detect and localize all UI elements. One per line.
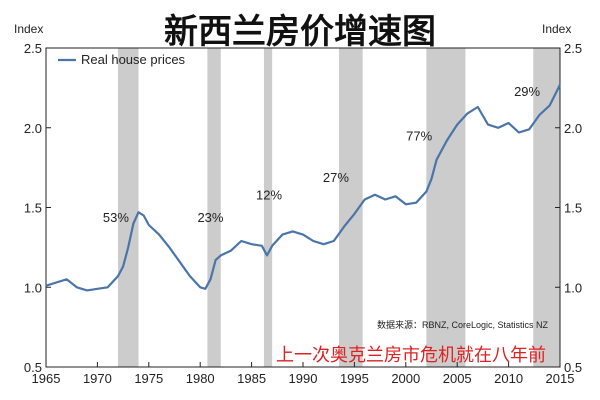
annotation-label: 23%	[197, 210, 223, 225]
shaded-band	[207, 48, 221, 367]
x-tick-label: 2000	[391, 371, 420, 386]
chart-title: 新西兰房价增速图	[164, 12, 436, 52]
x-tick-label: 1980	[186, 371, 215, 386]
y-axis-title-right: Index	[542, 22, 572, 36]
annotation-label: 29%	[514, 84, 540, 99]
annotation-label: 12%	[256, 188, 282, 203]
x-tick-label: 1970	[83, 371, 112, 386]
y-tick-label-right: 2.0	[564, 121, 582, 136]
x-tick-label: 1990	[289, 371, 318, 386]
x-tick-label: 2015	[546, 371, 575, 386]
shaded-band	[117, 48, 139, 367]
x-tick-label: 1995	[340, 371, 369, 386]
source-note: 数据来源：RBNZ, CoreLogic, Statistics NZ	[377, 320, 549, 330]
shaded-band	[426, 48, 466, 367]
y-tick-label-right: 1.5	[564, 201, 582, 216]
highlight-note: 上一次奥克兰房市危机就在八年前	[276, 345, 546, 366]
shaded-band	[338, 48, 363, 367]
x-tick-label: 2010	[494, 371, 523, 386]
annotation-label: 27%	[323, 170, 349, 185]
x-tick-label: 1965	[32, 371, 61, 386]
y-tick-label-right: 1.0	[564, 280, 582, 295]
y-tick-label-left: 2.5	[24, 41, 42, 56]
legend: Real house prices	[58, 52, 186, 67]
y-tick-label-left: 2.0	[24, 121, 42, 136]
x-tick-label: 1975	[134, 371, 163, 386]
shaded-band	[263, 48, 273, 367]
legend-label: Real house prices	[81, 52, 186, 67]
x-tick-label: 2005	[443, 371, 472, 386]
y-tick-label-right: 2.5	[564, 41, 582, 56]
y-axis-title-left: Index	[14, 22, 44, 36]
series-line-real-house-prices	[45, 84, 561, 292]
x-tick-label: 1985	[237, 371, 266, 386]
y-tick-label-left: 1.0	[24, 280, 42, 295]
annotation-label: 77%	[406, 129, 432, 144]
y-tick-label-left: 0.5	[24, 360, 42, 375]
y-tick-label-right: 0.5	[564, 360, 582, 375]
annotation-label: 53%	[103, 210, 129, 225]
y-tick-label-left: 1.5	[24, 201, 42, 216]
